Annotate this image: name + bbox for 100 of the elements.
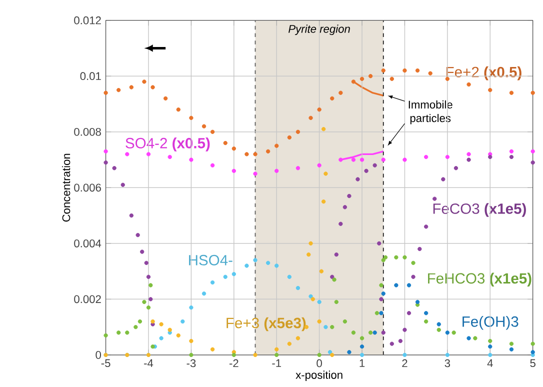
point [146,152,151,156]
point [210,130,215,134]
point [347,350,352,354]
point [317,352,322,357]
point [287,135,292,140]
point [530,342,535,346]
point [330,274,334,279]
point [146,305,151,310]
point [189,352,194,357]
point [176,107,180,112]
y-tick-label: 0.012 [74,16,101,24]
point [189,158,194,162]
x-tick-label: -5 [101,359,110,367]
point [287,342,292,346]
point [296,130,300,134]
point [163,96,168,100]
point [402,255,407,260]
point [223,274,228,279]
point [374,310,380,316]
y-tick-label: 0.006 [74,184,101,192]
point [120,182,125,187]
x-tick-label: 1 [360,359,365,367]
point [134,324,138,330]
point [116,88,121,92]
series-label: FeCO3 (x1e5) [433,202,526,217]
x-tick-label: 0 [316,359,322,368]
point [394,282,398,288]
point [168,328,172,332]
point [125,152,130,156]
point [125,330,130,335]
point [360,158,364,162]
y-axis-title: Concentration [62,154,70,222]
point [411,260,416,265]
point [338,90,343,95]
point [328,350,332,354]
point [390,76,394,81]
x-tick-label: -2 [229,359,238,367]
point [488,338,492,343]
point [146,274,151,279]
point [330,96,334,100]
point [432,196,437,201]
point [210,280,215,284]
point [274,263,279,268]
point [210,347,215,352]
point [129,213,134,218]
y-tick-label: 0.002 [74,295,101,303]
point [232,146,236,151]
point [364,168,368,173]
point [360,344,364,349]
point [394,255,398,260]
y-tick-label: 0.008 [74,128,101,136]
point [332,277,336,282]
point [253,152,258,156]
point [509,342,514,346]
series-label: Fe+3 (x5e3) [226,317,306,332]
point [148,296,153,302]
point [317,319,322,324]
series-label: Fe(OH)3 [462,316,518,330]
point [338,158,343,162]
point [390,342,394,346]
x-tick-label: -1 [272,359,281,367]
point [368,74,373,78]
point [296,336,300,340]
point [287,274,292,279]
point [324,171,328,176]
point [402,352,407,357]
point [310,296,316,302]
point [368,330,373,335]
point [360,76,364,81]
point [509,149,514,154]
point [324,324,328,330]
point [266,149,270,154]
point [253,171,258,176]
point [338,222,343,226]
point [180,319,185,324]
point [330,352,334,357]
point [296,166,300,170]
point [266,260,270,265]
point [360,352,364,357]
x-tick-label: 2 [402,359,408,367]
point [379,282,384,288]
point [509,154,514,159]
point [140,250,144,254]
point [274,144,279,148]
point [530,160,535,164]
point [381,158,386,162]
point [274,168,279,173]
point [189,305,194,310]
point [454,166,458,170]
point [424,154,428,159]
point [488,344,492,349]
point [317,300,322,304]
point [424,310,428,316]
y-tick-label: 0.01 [80,72,101,80]
point [144,260,148,265]
point [308,241,313,246]
point [402,158,407,162]
point [488,154,492,159]
point [398,338,403,343]
point [112,166,116,170]
